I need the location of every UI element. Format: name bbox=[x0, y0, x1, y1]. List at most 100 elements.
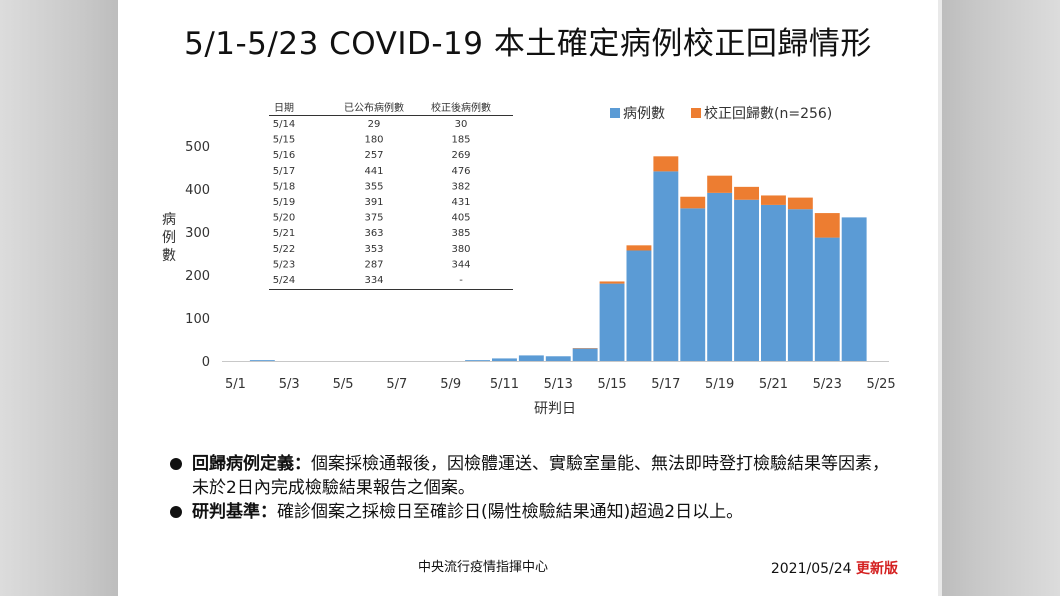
table-cell: 287 bbox=[364, 259, 383, 270]
x-tick-label: 5/1 bbox=[225, 377, 246, 392]
bar-case-count bbox=[761, 204, 786, 361]
x-tick-label: 5/19 bbox=[705, 377, 734, 392]
bar-case-count bbox=[653, 171, 679, 361]
x-tick-label: 5/3 bbox=[279, 377, 300, 392]
bar-backlog-count bbox=[653, 156, 679, 172]
bar-case-count bbox=[626, 250, 652, 361]
bar-backlog-count bbox=[814, 213, 840, 238]
legend-swatch-cases bbox=[610, 108, 620, 118]
bar-case-count bbox=[787, 209, 813, 361]
x-tick-label: 5/15 bbox=[597, 377, 626, 392]
bar-case-count bbox=[734, 199, 759, 361]
slide: 5/1-5/23 COVID-19 本土確定病例校正回歸情形 0 100 200 30… bbox=[118, 0, 938, 596]
y-tick-label: 100 bbox=[185, 312, 210, 327]
note-text: 個案採檢通報後，因檢體運送、實驗室量能、無法即時登打檢驗結果等因素，未於2日內完… bbox=[192, 454, 889, 498]
right-backdrop bbox=[942, 0, 1060, 596]
x-tick-label: 5/23 bbox=[813, 377, 842, 392]
y-tick-label: 300 bbox=[185, 226, 210, 241]
table-cell: 5/19 bbox=[273, 197, 295, 208]
table-cell: 355 bbox=[364, 181, 383, 192]
table-cell: 441 bbox=[364, 166, 383, 177]
y-tick-label: 200 bbox=[185, 269, 210, 284]
y-axis-title-char: 例 bbox=[162, 230, 176, 246]
table-cell: 363 bbox=[364, 228, 383, 239]
table-cell: 5/14 bbox=[273, 119, 295, 130]
table-header: 校正後病例數 bbox=[431, 101, 491, 114]
notes: 回歸病例定義：個案採檢通報後，因檢體運送、實驗室量能、無法即時登打檢驗結果等因素… bbox=[170, 452, 900, 524]
bar-backlog-count bbox=[734, 186, 759, 200]
table-cell: 29 bbox=[368, 119, 381, 130]
footer-org: 中央流行疫情指揮中心 bbox=[418, 560, 549, 575]
bar-backlog-count bbox=[761, 195, 786, 205]
table-cell: 385 bbox=[451, 228, 470, 239]
bar-case-count bbox=[707, 192, 733, 361]
note-text: 確診個案之採檢日至確診日(陽性檢驗結果通知)超過2日以上。 bbox=[277, 502, 744, 522]
table-cell: 5/21 bbox=[273, 228, 295, 239]
bar-case-count bbox=[465, 360, 490, 361]
table-cell: 476 bbox=[451, 166, 470, 177]
bar-backlog-count bbox=[599, 281, 625, 284]
table-cell: 5/17 bbox=[273, 166, 295, 177]
y-tick-label: 500 bbox=[185, 140, 210, 155]
table-cell: 405 bbox=[451, 213, 470, 224]
page-title: 5/1-5/23 COVID-19 本土確定病例校正回歸情形 bbox=[184, 26, 872, 62]
bar-case-count bbox=[814, 237, 840, 361]
left-backdrop bbox=[0, 0, 118, 596]
x-tick-label: 5/11 bbox=[490, 377, 519, 392]
table-cell: 344 bbox=[451, 259, 470, 270]
table-cell: 5/18 bbox=[273, 181, 295, 192]
table-header: 已公布病例數 bbox=[344, 101, 404, 114]
y-tick-label: 400 bbox=[185, 183, 210, 198]
table-cell: 5/20 bbox=[273, 213, 295, 224]
bar-backlog-count bbox=[787, 197, 813, 210]
x-tick-label: 5/21 bbox=[759, 377, 788, 392]
table-cell: 5/23 bbox=[273, 259, 295, 270]
table-cell: 380 bbox=[451, 244, 470, 255]
note-criterion: 研判基準：確診個案之採檢日至確診日(陽性檢驗結果通知)超過2日以上。 bbox=[170, 500, 900, 524]
bullet-icon bbox=[170, 458, 182, 470]
footer-version: 更新版 bbox=[856, 561, 898, 577]
legend-label-backlog: 校正回歸數(n=256) bbox=[704, 105, 832, 122]
table-cell: 5/24 bbox=[273, 275, 295, 286]
bar-chart: 0 100 200 300 400 500 5/1 5/3 5/5 5/7 5/9 5/11 5/13 5… bbox=[162, 99, 896, 417]
table-cell: 257 bbox=[364, 150, 383, 161]
table-cell: 334 bbox=[364, 275, 383, 286]
footer-date-version: 2021/05/24 更新版 bbox=[771, 558, 898, 578]
note-definition: 回歸病例定義：個案採檢通報後，因檢體運送、實驗室量能、無法即時登打檢驗結果等因素… bbox=[170, 452, 900, 500]
table-background bbox=[269, 99, 513, 291]
bar-backlog-count bbox=[707, 175, 733, 193]
table-cell: 382 bbox=[451, 181, 470, 192]
bar-case-count bbox=[599, 283, 625, 361]
bar-backlog-count bbox=[680, 196, 706, 209]
table-cell: 353 bbox=[364, 244, 383, 255]
legend-swatch-backlog bbox=[691, 108, 701, 118]
table-cell: 431 bbox=[451, 197, 470, 208]
x-tick-label: 5/5 bbox=[333, 377, 354, 392]
x-tick-label: 5/9 bbox=[440, 377, 461, 392]
footer-date: 2021/05/24 bbox=[770, 561, 852, 577]
note-label: 研判基準： bbox=[192, 502, 277, 522]
bar-case-count bbox=[841, 217, 867, 361]
note-label: 回歸病例定義： bbox=[192, 454, 311, 474]
x-tick-label: 5/13 bbox=[544, 377, 573, 392]
x-tick-label: 5/25 bbox=[866, 377, 895, 392]
bar-case-count bbox=[572, 348, 598, 361]
bar-case-count bbox=[680, 208, 706, 361]
table-cell: 375 bbox=[364, 213, 383, 224]
bar-backlog-count bbox=[626, 245, 652, 251]
y-axis-title-char: 病 bbox=[162, 212, 176, 228]
y-axis-title-char: 數 bbox=[162, 248, 176, 264]
table-cell: 5/15 bbox=[273, 135, 295, 146]
table-cell: 5/22 bbox=[273, 244, 295, 255]
x-tick-label: 5/7 bbox=[386, 377, 407, 392]
table-cell: 5/16 bbox=[273, 150, 295, 161]
bar-case-count bbox=[249, 360, 275, 361]
bar-case-count bbox=[492, 358, 517, 361]
bar-case-count bbox=[518, 355, 544, 361]
table-cell: 391 bbox=[364, 197, 383, 208]
x-tick-label: 5/17 bbox=[651, 377, 680, 392]
bullet-icon bbox=[170, 506, 182, 518]
table-cell: 269 bbox=[451, 150, 470, 161]
legend-label-cases: 病例數 bbox=[623, 106, 665, 122]
table-cell: 180 bbox=[364, 135, 383, 146]
